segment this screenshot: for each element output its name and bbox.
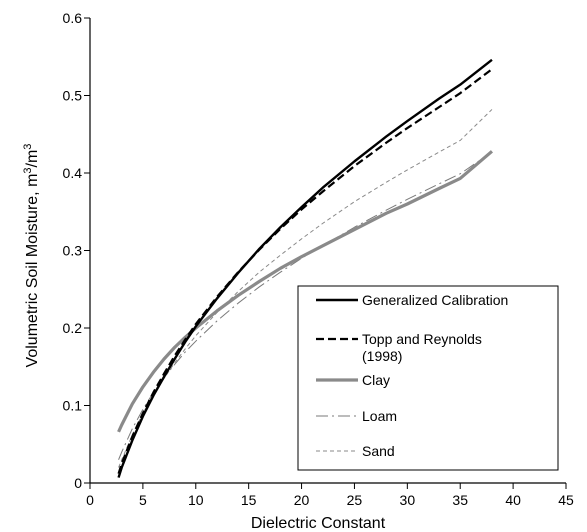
y-tick-label: 0 [74, 475, 82, 491]
axes: 0 5 10 15 20 25 30 35 40 45 0 0.1 0.2 0.3 0.4 0.5 0.6 Die… [22, 10, 574, 532]
y-axis-title-superscript: 3 [22, 167, 34, 173]
x-tick-label: 10 [188, 492, 204, 508]
y-axis-title-superscript: 3 [22, 144, 34, 150]
y-tick-label: 0.1 [63, 398, 83, 414]
legend-label-loam: Loam [362, 408, 397, 424]
series-layer [117, 58, 493, 478]
y-tick-label: 0.3 [63, 243, 83, 259]
x-tick-label: 25 [347, 492, 363, 508]
x-tick-label: 5 [139, 492, 147, 508]
y-axis-title-part: /m [24, 150, 41, 168]
x-tick-label: 15 [241, 492, 257, 508]
series-line-clay [117, 150, 493, 433]
series-line-generalized-calibration [117, 58, 493, 478]
series-line-loam [118, 151, 493, 460]
legend: Generalized Calibration Topp and Reynolds… [297, 285, 559, 471]
y-tick-label: 0.6 [63, 10, 83, 26]
x-axis-title: Dielectric Constant [251, 515, 386, 532]
x-tick-label: 20 [294, 492, 310, 508]
x-tick-label: 35 [452, 492, 468, 508]
x-tick-label: 40 [505, 492, 521, 508]
y-axis-title: Volumetric Soil Moisture, m3/m3 [22, 144, 41, 368]
y-tick-label: 0.4 [63, 165, 83, 181]
x-tick-label: 45 [558, 492, 574, 508]
y-tick-label: 0.5 [63, 88, 83, 104]
legend-label-topp-and-reynolds-1998: Topp and Reynolds [362, 331, 482, 347]
legend-label-clay: Clay [362, 372, 390, 388]
y-axis-title-part: Volumetric Soil Moisture, m [24, 174, 41, 368]
y-tick-label: 0.2 [63, 320, 83, 336]
legend-label-topp-and-reynolds-1998: (1998) [362, 348, 402, 364]
x-tick-label: 0 [86, 492, 94, 508]
legend-label-sand: Sand [362, 443, 395, 459]
x-tick-label: 30 [400, 492, 416, 508]
legend-label-generalized-calibration: Generalized Calibration [362, 292, 508, 308]
legend-box [297, 285, 559, 471]
